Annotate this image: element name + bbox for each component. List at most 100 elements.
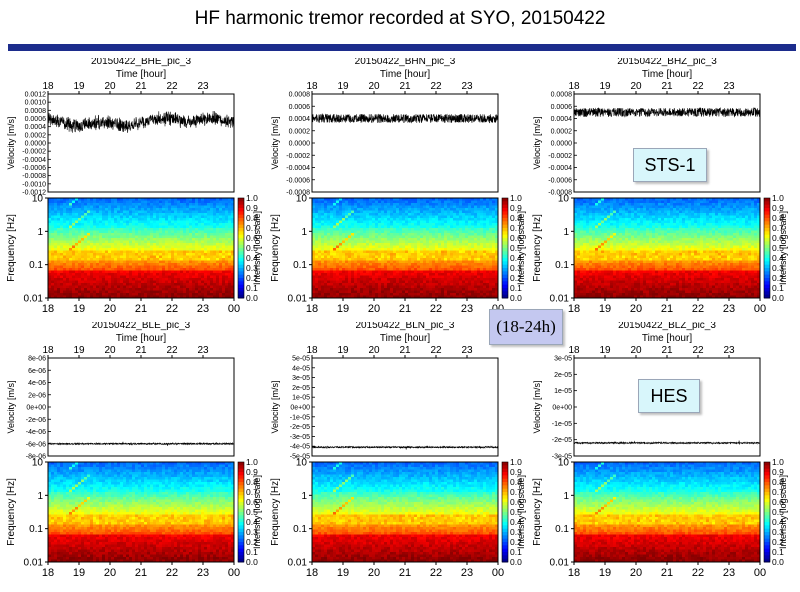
spectrogram-cell: [180, 253, 184, 256]
spectrogram-cell: [162, 210, 166, 214]
spectrogram-cell: [165, 225, 169, 229]
spectrogram-cell: [333, 280, 337, 284]
spectrogram-cell: [48, 270, 52, 274]
spectrogram-cell: [399, 273, 403, 276]
spectrogram-cell: [93, 258, 97, 261]
spectrogram-cell: [171, 263, 175, 266]
spectrogram-cell: [468, 203, 472, 206]
spectrogram-cell: [171, 210, 175, 214]
spectrogram-cell: [213, 273, 217, 276]
spectrogram-cell: [69, 275, 73, 279]
spectrogram-cell: [477, 203, 481, 206]
spectrogram-cell: [480, 198, 484, 201]
spectrogram-cell: [402, 208, 406, 211]
spectrogram-cell: [432, 205, 436, 209]
spectrogram-cell: [408, 265, 412, 269]
spectrogram-cell: [162, 268, 166, 271]
spectrogram-cell: [48, 248, 52, 251]
spectrogram-cell: [159, 198, 163, 201]
spectrogram-cell: [321, 200, 325, 204]
spectrogram-cell: [195, 245, 199, 249]
spectrogram-cell: [138, 228, 142, 231]
spectrogram-cell: [399, 210, 403, 214]
spectrogram-cell: [192, 225, 196, 229]
spectrogram-cell: [219, 210, 223, 214]
spectrogram-cell: [102, 295, 106, 299]
spectrogram-cell: [381, 290, 385, 294]
spectrogram-cell: [321, 290, 325, 294]
spectrogram-cell: [150, 235, 154, 239]
spectrogram-cell: [480, 263, 484, 266]
spectrogram-cell: [468, 248, 472, 251]
spectrogram-cell: [444, 290, 448, 294]
spectrogram-cell: [357, 283, 361, 286]
spectrogram-cell: [156, 228, 160, 231]
spectrogram-cell: [369, 220, 373, 224]
spectrogram-cell: [165, 255, 169, 259]
spectrogram-cell: [399, 263, 403, 266]
spectrogram-cell: [372, 218, 376, 221]
spectrogram-cell: [357, 288, 361, 291]
spectrogram-cell: [462, 258, 466, 261]
spectrogram-cell: [141, 208, 145, 211]
spectrogram-cell: [141, 288, 145, 291]
spectrogram-cell: [90, 283, 94, 286]
spectrogram-cell: [207, 270, 211, 274]
spectrogram-cell: [384, 225, 388, 229]
spectrogram-cell: [456, 245, 460, 249]
spectrogram-cell: [375, 283, 379, 286]
spectrogram-cell: [372, 265, 376, 269]
spectrogram-cell: [165, 260, 169, 264]
spectrogram-cell: [216, 215, 220, 219]
spectrogram-cell: [81, 225, 85, 229]
spectrogram-cell: [60, 283, 64, 286]
spectrogram-cell: [174, 220, 178, 224]
spectrogram-cell: [453, 270, 457, 274]
spectrogram-cell: [195, 243, 199, 246]
spectrogram-cell: [483, 260, 487, 264]
spectrogram-cell: [384, 285, 388, 289]
spectrogram-cell: [225, 223, 229, 226]
spectrogram-cell: [192, 208, 196, 211]
spectrogram-cell: [108, 275, 112, 279]
spectrogram-cell: [225, 280, 229, 284]
spectrogram-cell: [48, 258, 52, 261]
spectrogram-cell: [453, 273, 457, 276]
spectrogram-cell: [315, 205, 319, 209]
spectrogram-cell: [408, 245, 412, 249]
spectrogram-cell: [468, 228, 472, 231]
spectrogram-cell: [321, 205, 325, 209]
spectrogram-cell: [456, 273, 460, 276]
spectrogram-cell: [81, 280, 85, 284]
spectrogram-cell: [327, 230, 331, 234]
spectrogram-cell: [102, 235, 106, 239]
spectrogram-cell: [225, 278, 229, 281]
spectrogram-cell: [456, 283, 460, 286]
spectrogram-cell: [174, 255, 178, 259]
spectrogram-cell: [54, 255, 58, 259]
spectrogram-cell: [483, 258, 487, 261]
spectrogram-cell: [66, 230, 70, 234]
spectrogram-cell: [123, 243, 127, 246]
spectrogram-cell: [126, 278, 130, 281]
spectrogram-cell: [417, 250, 421, 254]
spectrogram-cell: [348, 223, 352, 226]
spectrogram-cell: [231, 198, 235, 201]
spectrogram-cell: [312, 278, 316, 281]
spectrogram-cell: [426, 250, 430, 254]
spectrogram-cell: [96, 278, 100, 281]
spectrogram-cell: [231, 235, 235, 239]
spectrogram-cell: [171, 288, 175, 291]
spectrogram-cell: [330, 275, 334, 279]
spectrogram-cell: [189, 255, 193, 259]
spectrogram-cell: [75, 255, 79, 259]
spectrogram-cell: [57, 265, 61, 269]
spectrogram-cell: [333, 203, 337, 206]
spectrogram-cell: [72, 253, 76, 256]
spectrogram-cell: [447, 278, 451, 281]
spectrogram-cell: [477, 283, 481, 286]
spectrogram-cell: [426, 218, 430, 221]
spectrogram-cell: [93, 265, 97, 269]
spectrogram-cell: [63, 275, 67, 279]
spectrogram-cell: [486, 243, 490, 246]
